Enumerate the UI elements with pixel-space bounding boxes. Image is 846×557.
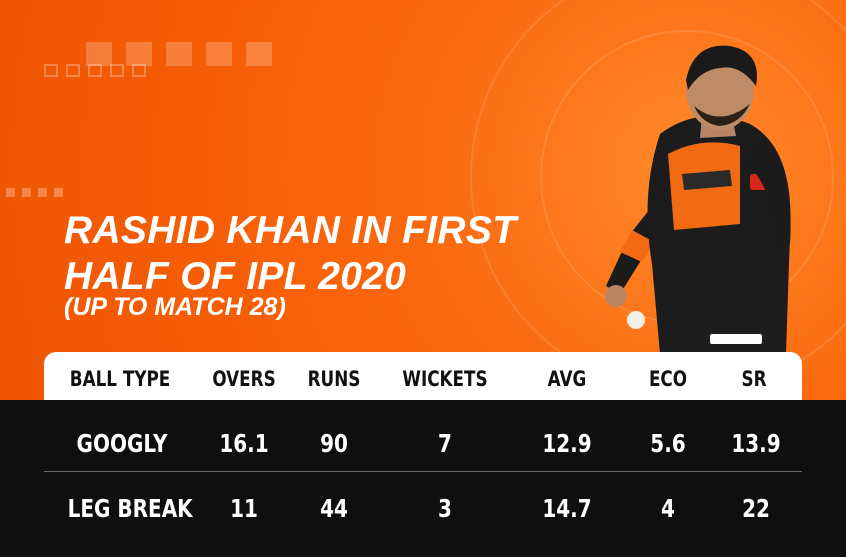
title-line-1: RASHID KHAN IN FIRST <box>64 209 517 252</box>
decorative-square <box>206 42 232 66</box>
decorative-square <box>166 42 192 66</box>
decorative-small-square <box>22 188 31 197</box>
row2-sr: 22 <box>742 494 770 523</box>
row2-ball-type: LEG BREAK <box>67 494 193 523</box>
decorative-square <box>126 42 152 66</box>
row2-eco: 4 <box>661 494 675 523</box>
subtitle: (UP TO MATCH 28) <box>64 293 286 321</box>
decorative-outline-square <box>44 64 58 77</box>
header-runs: RUNS <box>307 367 361 391</box>
header-eco: ECO <box>648 367 688 391</box>
decorative-small-square <box>54 188 63 197</box>
decorative-square <box>246 42 272 66</box>
row1-ball-type: GOOGLY <box>76 429 168 458</box>
row2-wickets: 3 <box>438 494 452 523</box>
header-sr: SR <box>741 367 767 391</box>
row1-sr: 13.9 <box>731 429 781 458</box>
table-header-bar <box>44 352 802 400</box>
row1-wickets: 7 <box>438 429 452 458</box>
decorative-small-square <box>6 188 15 197</box>
row1-overs: 16.1 <box>219 429 269 458</box>
title-line-2: HALF OF IPL 2020 <box>64 255 407 298</box>
decorative-square <box>86 42 112 66</box>
row-divider <box>44 471 802 472</box>
row2-overs: 11 <box>230 494 258 523</box>
row2-runs: 44 <box>320 494 348 523</box>
page-title: RASHID KHAN IN FIRST HALF OF IPL 2020 <box>64 208 516 300</box>
header-overs: OVERS <box>212 367 276 391</box>
decorative-outline-square <box>88 64 102 77</box>
header-avg: AVG <box>547 367 587 391</box>
player-image <box>605 45 791 354</box>
row1-eco: 5.6 <box>650 429 686 458</box>
row1-runs: 90 <box>320 429 348 458</box>
decorative-outline-square <box>132 64 146 77</box>
header-ball-type: BALL TYPE <box>69 367 171 391</box>
decorative-outline-square <box>66 64 80 77</box>
decorative-outline-square <box>110 64 124 77</box>
decorative-small-square <box>38 188 47 197</box>
orange-banner: RASHID KHAN IN FIRST HALF OF IPL 2020 (U… <box>0 0 846 400</box>
row2-avg: 14.7 <box>542 494 592 523</box>
row1-avg: 12.9 <box>542 429 592 458</box>
header-wickets: WICKETS <box>402 367 488 391</box>
